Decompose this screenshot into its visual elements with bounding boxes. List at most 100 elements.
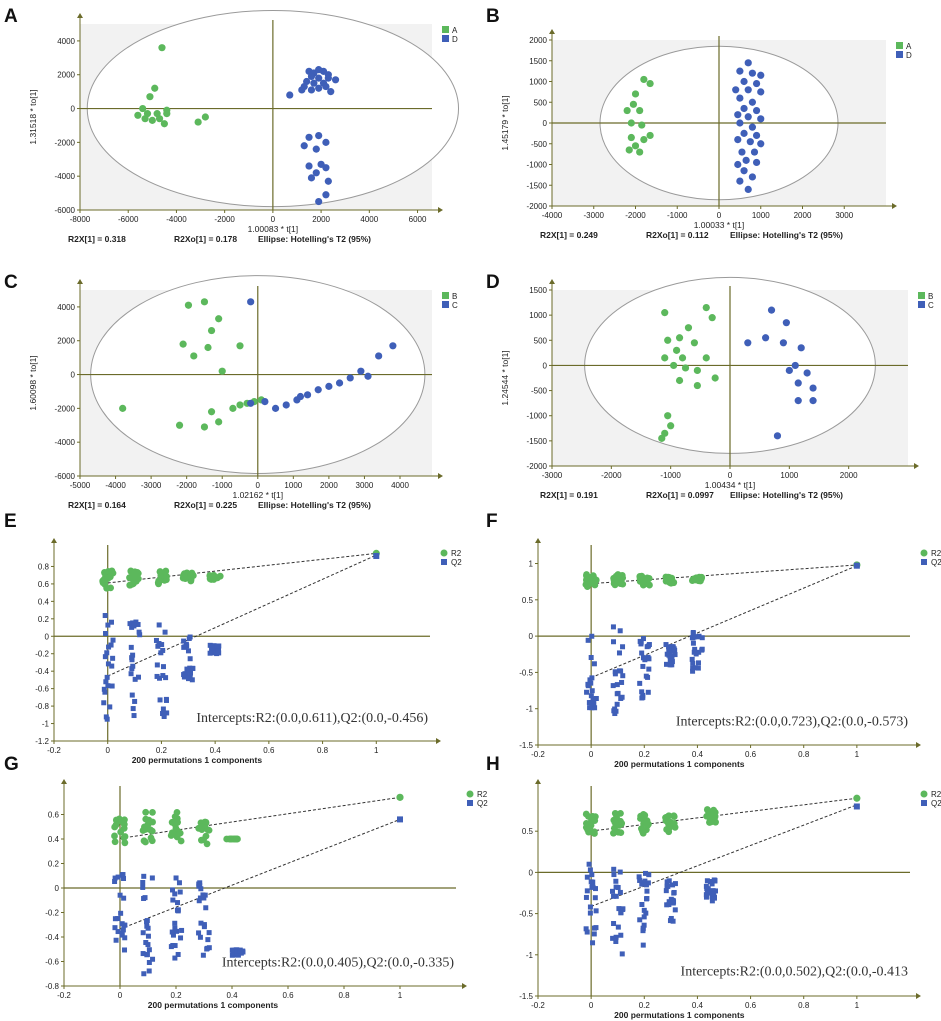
data-point-d [748,123,757,131]
q2-permutation-point [646,666,652,672]
q2-permutation-point [176,880,182,886]
q2-permutation-point [709,881,715,887]
data-point-d [750,148,759,156]
legend-swatch [442,292,449,299]
panel-letter: H [486,754,500,775]
q2-permutation-point [639,689,645,695]
q2-permutation-point [105,683,111,689]
q2-permutation-point [115,874,121,880]
data-point-b [179,340,187,348]
y-tick-label: 2000 [57,71,75,80]
data-point-c [794,379,802,387]
data-point-d [324,74,332,82]
q2-permutation-point [664,883,670,889]
q2-permutation-point [181,638,187,644]
r2-permutation-point [611,809,619,817]
q2-permutation-point [643,673,649,679]
q2-permutation-point [611,921,617,927]
q2-permutation-point [160,673,166,679]
y-axis-arrow [61,779,67,784]
y-tick-label: -1500 [527,181,548,190]
data-point-d [312,169,320,177]
y-tick-label: 1500 [529,57,547,66]
data-point-b [190,352,198,360]
y-tick-label: -1 [526,705,534,714]
q2-permutation-point [640,925,646,931]
data-point-a [631,90,640,98]
footer-stat: Ellipse: Hotelling's T2 (95%) [730,230,843,240]
q2-permutation-point [708,889,714,895]
q2-permutation-point [588,693,594,699]
y-tick-label: 0.4 [48,835,60,844]
q2-permutation-point [128,644,134,650]
q2-permutation-point [593,908,599,914]
q2-permutation-point [153,637,159,643]
q2-permutation-point [637,680,643,686]
q2-permutation-point [670,898,676,904]
panel-g: G -0.2 0 0.2 0.4 0.6 0.8 1 -0.8 -0.6 -0.4 -0.2 0 0.2 0… [4,754,488,1010]
data-point-d [734,136,742,144]
x-tick-label: 1 [398,991,403,1000]
q2-permutation-point [112,916,118,922]
data-point-d [298,86,306,94]
q2-permutation-point [179,927,185,933]
x-tick-label: 0.6 [263,746,275,755]
panel-letter: G [4,754,19,775]
q2-permutation-point [644,888,650,894]
q2-permutation-point [108,642,114,648]
x-tick-label: 3000 [356,481,374,490]
q2-permutation-point [172,920,178,926]
q2-permutation-point [695,665,701,671]
data-point-a [148,116,156,124]
r2-permutation-point [671,823,679,831]
data-point-b [678,354,687,362]
r2-permutation-point [639,827,646,835]
q2-permutation-point [122,935,128,941]
x-tick-label: -1000 [212,481,233,490]
q2-permutation-point [639,695,645,701]
y-tick-label: -500 [531,140,548,149]
q2-permutation-point [609,888,615,894]
q2-permutation-point [120,927,126,933]
data-point-d [305,162,313,170]
r2-permutation-point [154,579,162,587]
data-point-d [315,84,323,92]
legend-marker-q2 [441,559,447,565]
q2-permutation-point [231,951,237,957]
q2-permutation-point [185,648,191,654]
data-point-a [627,133,635,142]
data-point-b [236,342,244,350]
data-point-d [300,142,308,150]
r2-permutation-point [208,574,216,582]
r2-permutation-point [120,834,128,842]
q2-permutation-point [190,666,196,672]
data-point-d [757,71,765,79]
q2-permutation-point [215,648,221,654]
q2-permutation-point [667,658,673,664]
q2-permutation-point [664,651,670,657]
x-tick-label: 0.4 [692,1001,704,1010]
q2-permutation-point [703,892,709,898]
data-point-b [215,315,223,323]
r2-permutation-point [187,573,195,581]
q2-permutation-point [589,880,595,886]
q2-permutation-point [583,926,589,932]
q2-permutation-point [198,920,204,926]
q2-permutation-point [692,646,698,652]
q2-permutation-point [711,891,717,897]
data-point-a [631,142,640,150]
x-tick-label: 2000 [794,211,812,220]
data-point-d [736,177,744,185]
q2-permutation-point [102,689,108,695]
r2-permutation-point [142,838,149,846]
r2-permutation-point [111,838,119,846]
q2-permutation-point [641,922,647,928]
q2-permutation-point [590,940,596,946]
q2-permutation-point [670,918,676,924]
intercepts-text: Intercepts:R2:(0.0,0.723),Q2:(0.0,-0.573… [676,714,908,729]
panel-a: A-8000 -6000 -4000 -2000 0 2000 4000 6000-6000-… [4,6,460,244]
q2-permutation-point [170,932,176,938]
data-point-d [744,59,752,67]
x-tick-label: -3000 [542,471,563,480]
legend-label: Q2 [477,799,488,808]
